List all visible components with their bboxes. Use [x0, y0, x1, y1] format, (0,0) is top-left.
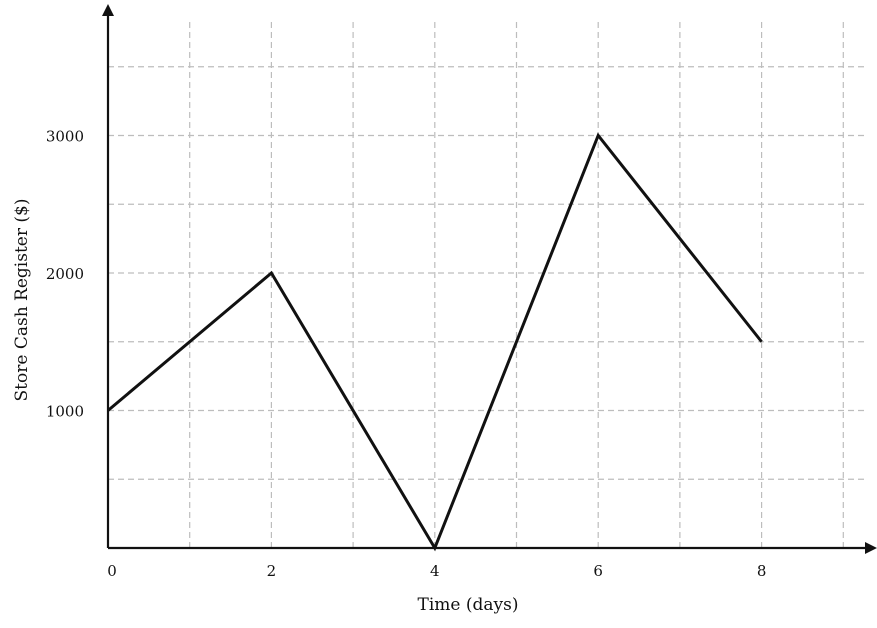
tick-labels: 0 2 4 6 8 1000 2000 3000 — [46, 128, 767, 581]
series — [107, 132, 763, 552]
y-tick-label: 2000 — [46, 265, 84, 283]
series-line — [107, 132, 763, 552]
x-tick-label: 0 — [107, 562, 117, 580]
x-tick-label: 2 — [267, 562, 277, 580]
x-axis-title: Time (days) — [418, 595, 519, 615]
grid — [108, 22, 867, 548]
y-tick-label: 3000 — [46, 128, 84, 146]
y-axis-title: Store Cash Register ($) — [12, 199, 32, 402]
x-tick-label: 6 — [593, 562, 603, 580]
x-tick-label: 4 — [430, 562, 440, 580]
x-tick-label: 8 — [757, 562, 767, 580]
y-tick-label: 1000 — [46, 403, 84, 421]
axes — [102, 4, 877, 554]
